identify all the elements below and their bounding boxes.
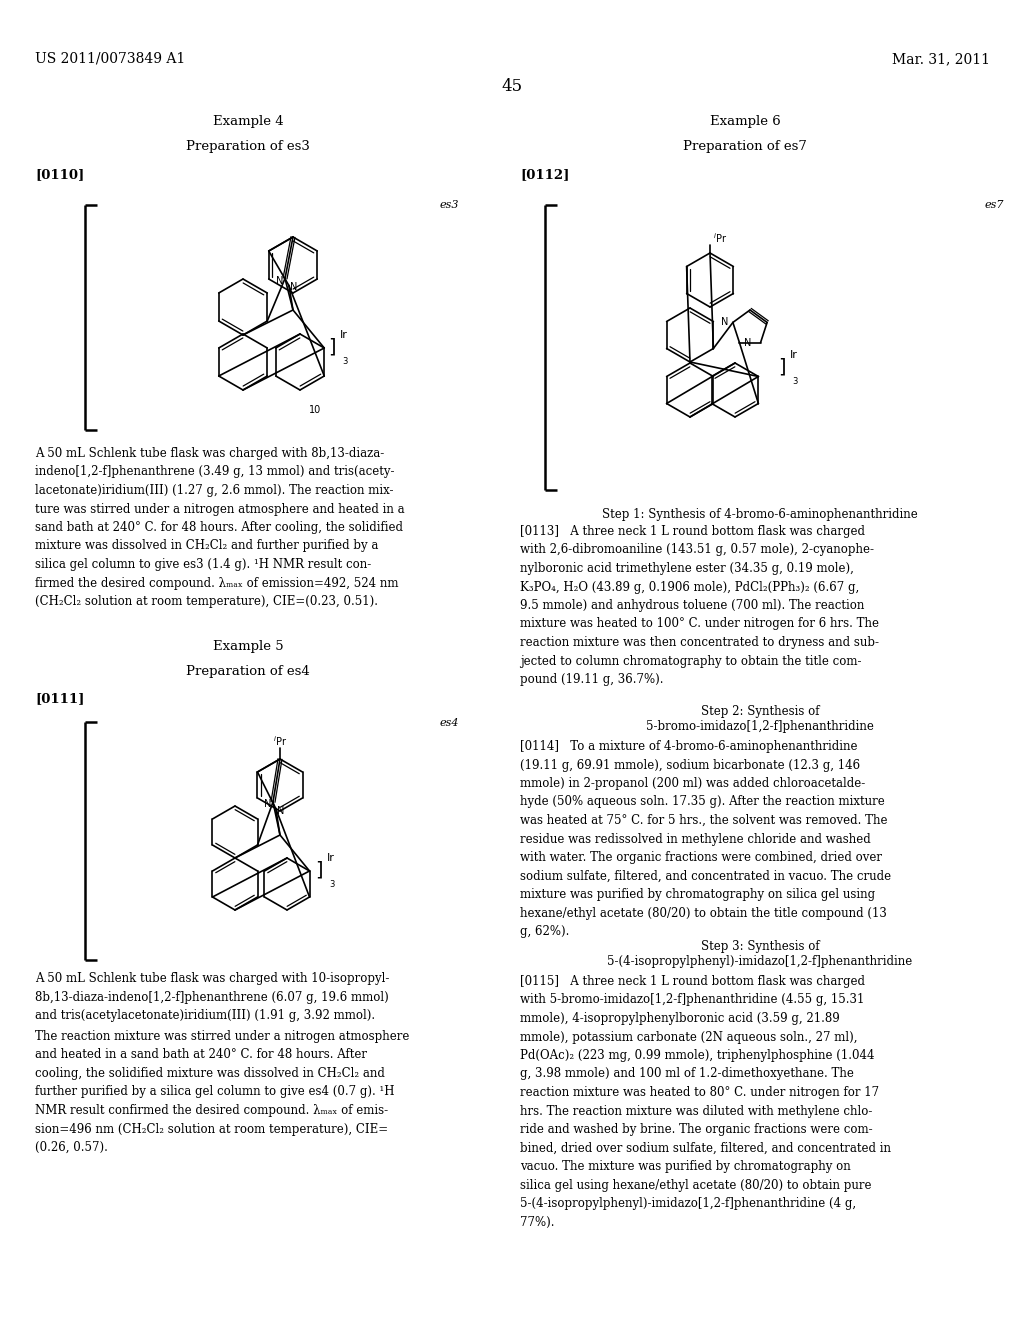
Text: es3: es3	[440, 201, 460, 210]
Text: Step 3: Synthesis of
5-(4-isopropylphenyl)-imidazo[1,2-f]phenanthridine: Step 3: Synthesis of 5-(4-isopropylpheny…	[607, 940, 912, 968]
Text: Ir: Ir	[327, 853, 335, 863]
Text: Example 5: Example 5	[213, 640, 284, 653]
Text: N: N	[290, 282, 298, 293]
Text: ]: ]	[778, 358, 785, 376]
Text: Preparation of es4: Preparation of es4	[186, 665, 310, 678]
Text: Mar. 31, 2011: Mar. 31, 2011	[892, 51, 990, 66]
Text: N: N	[721, 317, 728, 327]
Text: Step 1: Synthesis of 4-bromo-6-aminophenanthridine: Step 1: Synthesis of 4-bromo-6-aminophen…	[602, 508, 918, 521]
Text: [0113]   A three neck 1 L round bottom flask was charged
with 2,6-dibromoaniline: [0113] A three neck 1 L round bottom fla…	[520, 525, 879, 686]
Text: Example 6: Example 6	[710, 115, 780, 128]
Text: 3: 3	[329, 880, 335, 888]
Text: N: N	[278, 805, 285, 816]
Text: Preparation of es3: Preparation of es3	[186, 140, 310, 153]
Text: US 2011/0073849 A1: US 2011/0073849 A1	[35, 51, 185, 66]
Text: Ir: Ir	[340, 330, 348, 341]
Text: A 50 mL Schlenk tube flask was charged with 10-isopropyl-
8b,13-diaza-indeno[1,2: A 50 mL Schlenk tube flask was charged w…	[35, 972, 389, 1022]
Text: [0111]: [0111]	[35, 692, 84, 705]
Text: es4: es4	[440, 718, 460, 729]
Text: 3: 3	[792, 378, 798, 385]
Text: [0110]: [0110]	[35, 168, 84, 181]
Text: Preparation of es7: Preparation of es7	[683, 140, 807, 153]
Text: N: N	[276, 276, 284, 285]
Text: N: N	[264, 799, 271, 809]
Text: es7: es7	[985, 201, 1005, 210]
Text: The reaction mixture was stirred under a nitrogen atmosphere
and heated in a san: The reaction mixture was stirred under a…	[35, 1030, 410, 1154]
Text: [0114]   To a mixture of 4-bromo-6-aminophenanthridine
(19.11 g, 69.91 mmole), s: [0114] To a mixture of 4-bromo-6-aminoph…	[520, 741, 891, 939]
Text: 3: 3	[342, 356, 347, 366]
Text: $^{i}$Pr: $^{i}$Pr	[713, 231, 727, 246]
Text: Ir: Ir	[790, 350, 798, 360]
Text: ]: ]	[315, 861, 323, 879]
Text: Step 2: Synthesis of
5-bromo-imidazo[1,2-f]phenanthridine: Step 2: Synthesis of 5-bromo-imidazo[1,2…	[646, 705, 873, 733]
Text: 45: 45	[502, 78, 522, 95]
Text: [0115]   A three neck 1 L round bottom flask was charged
with 5-bromo-imidazo[1,: [0115] A three neck 1 L round bottom fla…	[520, 975, 891, 1229]
Text: Example 4: Example 4	[213, 115, 284, 128]
Text: ]: ]	[329, 338, 336, 356]
Text: N: N	[744, 338, 752, 347]
Text: [0112]: [0112]	[520, 168, 569, 181]
Text: 10: 10	[309, 405, 322, 414]
Text: A 50 mL Schlenk tube flask was charged with 8b,13-diaza-
indeno[1,2-f]phenanthre: A 50 mL Schlenk tube flask was charged w…	[35, 447, 404, 609]
Text: $^{i}$Pr: $^{i}$Pr	[272, 734, 287, 748]
